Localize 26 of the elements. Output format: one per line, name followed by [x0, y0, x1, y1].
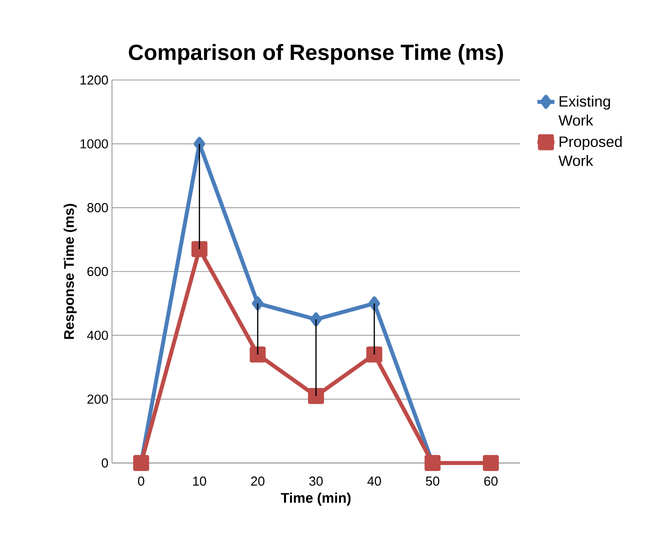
x-tick-label: 50 [426, 476, 440, 486]
y-tick-label: 1000 [80, 139, 108, 148]
x-tick-label: 30 [309, 476, 323, 486]
x-tick-label: 60 [484, 476, 498, 486]
y-tick-label: 1200 [80, 75, 108, 85]
y-tick-label: 600 [87, 266, 108, 276]
x-tick-label: 10 [193, 476, 206, 486]
y-tick-label: 400 [87, 330, 108, 340]
y-tick-label: 800 [87, 203, 108, 212]
point [366, 346, 382, 362]
x-axis-title: Time (min) [280, 492, 351, 506]
chart-title: Comparison of Response Time (ms) [128, 44, 503, 64]
y-tick-label: 0 [102, 458, 108, 468]
x-tick-label: 40 [367, 476, 382, 486]
point [424, 455, 441, 471]
point [191, 241, 208, 258]
x-tick-label: 0 [138, 476, 144, 486]
point [308, 388, 324, 404]
point [482, 455, 499, 471]
x-tick-label: 20 [251, 476, 264, 486]
point [133, 455, 150, 471]
y-axis-title: Response Time (ms) [64, 204, 77, 339]
y-tick-label: 200 [87, 394, 108, 404]
legend-label: Existing Work [558, 96, 610, 126]
legend-label: Proposed Work [558, 136, 622, 166]
point [250, 346, 266, 362]
